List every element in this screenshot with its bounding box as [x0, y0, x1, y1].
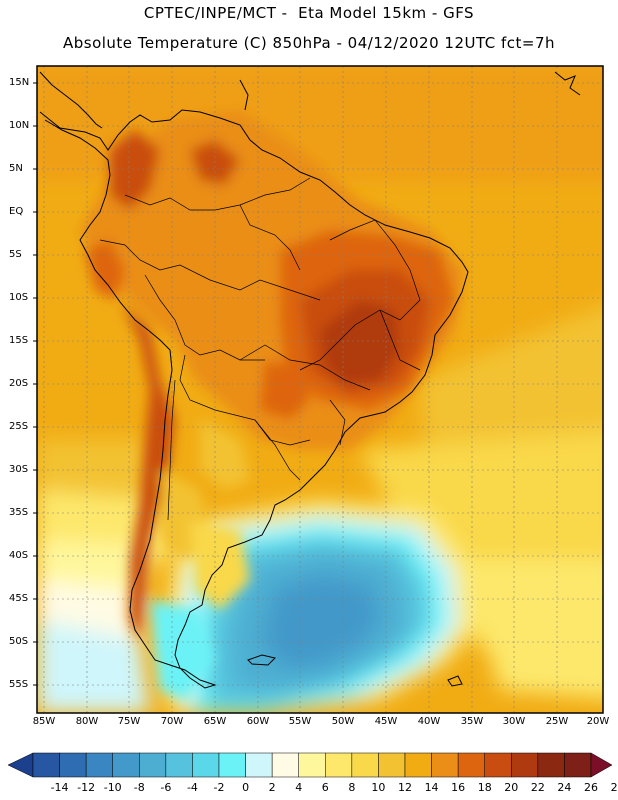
temperature-field — [37, 66, 603, 713]
colorbar-label: 2 — [268, 781, 276, 794]
colorbar-swatch — [165, 752, 193, 778]
colorbar-label: 4 — [295, 781, 303, 794]
colorbar-label: 26 — [584, 781, 598, 794]
colorbar-swatch — [325, 752, 353, 778]
country-borders — [99, 177, 421, 521]
map-frame — [36, 65, 604, 714]
lat-label: 15S — [9, 335, 29, 346]
colorbar-label: 20 — [504, 781, 519, 794]
lon-label: 65W — [203, 716, 227, 727]
colorbar-swatch — [192, 752, 220, 778]
lat-label: 30S — [9, 464, 29, 475]
lon-label: 80W — [75, 716, 99, 727]
colorbar-label: 10 — [371, 781, 386, 794]
lon-label: 40W — [417, 716, 441, 727]
colorbar-arrow-low — [7, 752, 34, 778]
colorbar-label: -12 — [77, 781, 96, 794]
colorbar-label: 24 — [557, 781, 572, 794]
lat-label: 20S — [9, 378, 29, 389]
lat-label: 10N — [9, 120, 30, 131]
lat-label: 40S — [9, 550, 29, 561]
colorbar-swatch — [457, 752, 485, 778]
colorbar-label: 16 — [451, 781, 466, 794]
lat-label: 10S — [9, 292, 29, 303]
colorbar-label: -4 — [186, 781, 198, 794]
colorbar-arrow-high — [590, 752, 613, 778]
map-title-line2: Absolute Temperature (C) 850hPa - 04/12/… — [62, 34, 556, 52]
lon-label: 70W — [160, 716, 184, 727]
lon-label: 45W — [374, 716, 398, 727]
colorbar-swatch — [85, 752, 113, 778]
colorbar-swatch — [298, 752, 326, 778]
colorbar-swatch — [271, 752, 299, 778]
lat-label: 5S — [9, 249, 22, 260]
colorbar-label: 22 — [530, 781, 545, 794]
map-title-line1: CPTEC/INPE/MCT - Eta Model 15km - GFS — [143, 4, 475, 22]
lon-label: 20W — [586, 716, 610, 727]
colorbar-swatch — [32, 752, 60, 778]
colorbar-label: 0 — [242, 781, 250, 794]
colorbar-label: 8 — [348, 781, 356, 794]
lat-label: 35S — [9, 507, 29, 518]
colorbar-label: 6 — [321, 781, 329, 794]
lat-label: 15N — [9, 77, 30, 88]
colorbar-swatch — [564, 752, 592, 778]
lon-label: 60W — [246, 716, 270, 727]
lat-label: EQ — [9, 206, 24, 217]
colorbar-swatch — [112, 752, 140, 778]
colorbar-label: 12 — [398, 781, 412, 794]
colorbar-swatch — [537, 752, 565, 778]
colorbar-label: 28 — [610, 781, 618, 794]
colorbar-label: -14 — [50, 781, 69, 794]
lon-label: 35W — [460, 716, 484, 727]
colorbar-swatch — [511, 752, 539, 778]
graticule — [37, 66, 603, 713]
lon-label: 75W — [117, 716, 141, 727]
colorbar-swatch — [59, 752, 87, 778]
lat-label: 25S — [9, 421, 29, 432]
colorbar-swatch — [484, 752, 512, 778]
colorbar — [7, 752, 613, 778]
colorbar-swatch — [378, 752, 406, 778]
colorbar-label: 14 — [424, 781, 439, 794]
colorbar-swatch — [351, 752, 379, 778]
colorbar-label: 18 — [477, 781, 492, 794]
lat-label: 55S — [9, 679, 29, 690]
lat-label: 5N — [9, 163, 23, 174]
colorbar-swatch — [404, 752, 432, 778]
colorbar-swatch — [218, 752, 246, 778]
lon-label: 85W — [32, 716, 56, 727]
lat-label: 45S — [9, 593, 29, 604]
lon-label: 55W — [288, 716, 312, 727]
lon-label: 50W — [331, 716, 355, 727]
lat-label: 50S — [9, 636, 29, 647]
lon-label: 30W — [502, 716, 526, 727]
colorbar-swatch — [139, 752, 167, 778]
lon-label: 25W — [545, 716, 569, 727]
south-america-coastline — [39, 109, 469, 689]
colorbar-swatch — [431, 752, 459, 778]
colorbar-label: -8 — [133, 781, 145, 794]
colorbar-label: -10 — [103, 781, 122, 794]
colorbar-label: -6 — [160, 781, 172, 794]
colorbar-swatch — [245, 752, 273, 778]
colorbar-label: -2 — [213, 781, 225, 794]
